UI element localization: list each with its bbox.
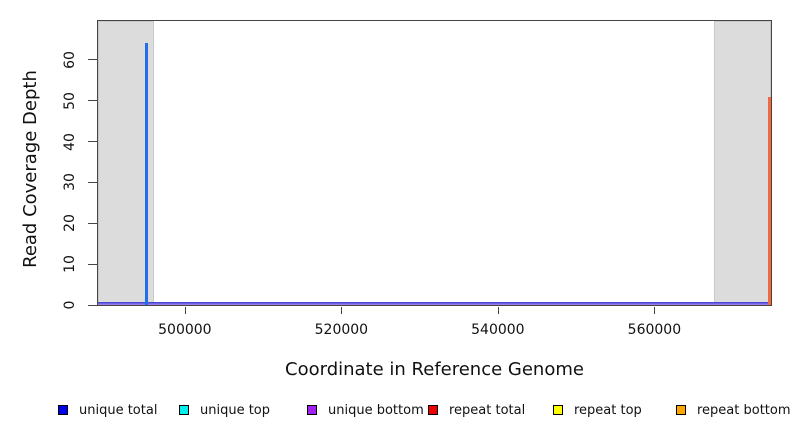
y-tick-label: 10 (62, 255, 78, 274)
y-tick-label: 20 (62, 214, 78, 233)
x-tick-mark (184, 307, 186, 314)
coverage-spike (145, 43, 149, 305)
legend-label: repeat total (449, 402, 526, 418)
legend-swatch-unique-bottom (307, 405, 317, 415)
y-tick-mark (88, 181, 97, 183)
legend-item-repeat-total: repeat total (428, 402, 526, 418)
y-tick-label: 40 (62, 132, 78, 151)
legend-item-repeat-top: repeat top (553, 402, 642, 418)
legend-label: unique top (200, 402, 271, 418)
baseline-coverage-line (98, 302, 771, 305)
x-tick-mark (341, 307, 343, 314)
coverage-spike (767, 96, 771, 305)
plot-area (97, 20, 772, 306)
legend-swatch-repeat-total (428, 405, 438, 415)
legend-label: unique total (79, 402, 158, 418)
legend-label: repeat bottom (697, 402, 791, 418)
legend-label: repeat top (574, 402, 642, 418)
x-axis-title: Coordinate in Reference Genome (285, 359, 584, 380)
legend-item-unique-bottom: unique bottom (307, 402, 424, 418)
y-tick-mark (88, 141, 97, 143)
y-tick-label: 0 (62, 300, 78, 310)
x-tick-mark (654, 307, 656, 314)
y-tick-label: 60 (62, 50, 78, 69)
x-tick-mark (497, 307, 499, 314)
legend-item-unique-top: unique top (179, 402, 271, 418)
legend-label: unique bottom (328, 402, 424, 418)
y-tick-label: 30 (62, 173, 78, 192)
y-axis-title: Read Coverage Depth (20, 70, 41, 268)
legend-swatch-unique-top (179, 405, 189, 415)
x-tick-label: 500000 (158, 322, 212, 338)
shaded-region (713, 21, 771, 305)
shaded-region (98, 21, 155, 305)
legend-item-repeat-bottom: repeat bottom (676, 402, 791, 418)
y-tick-mark (88, 59, 97, 61)
y-tick-mark (88, 222, 97, 224)
x-tick-label: 520000 (314, 322, 369, 338)
legend-swatch-repeat-top (553, 405, 563, 415)
legend-item-unique-total: unique total (58, 402, 158, 418)
legend-swatch-unique-total (58, 405, 68, 415)
y-tick-mark (88, 263, 97, 265)
y-tick-label: 50 (62, 91, 78, 110)
x-tick-label: 560000 (627, 322, 682, 338)
legend-swatch-repeat-bottom (676, 405, 686, 415)
y-tick-mark (88, 304, 97, 306)
x-tick-label: 540000 (471, 322, 525, 338)
y-tick-mark (88, 100, 97, 102)
